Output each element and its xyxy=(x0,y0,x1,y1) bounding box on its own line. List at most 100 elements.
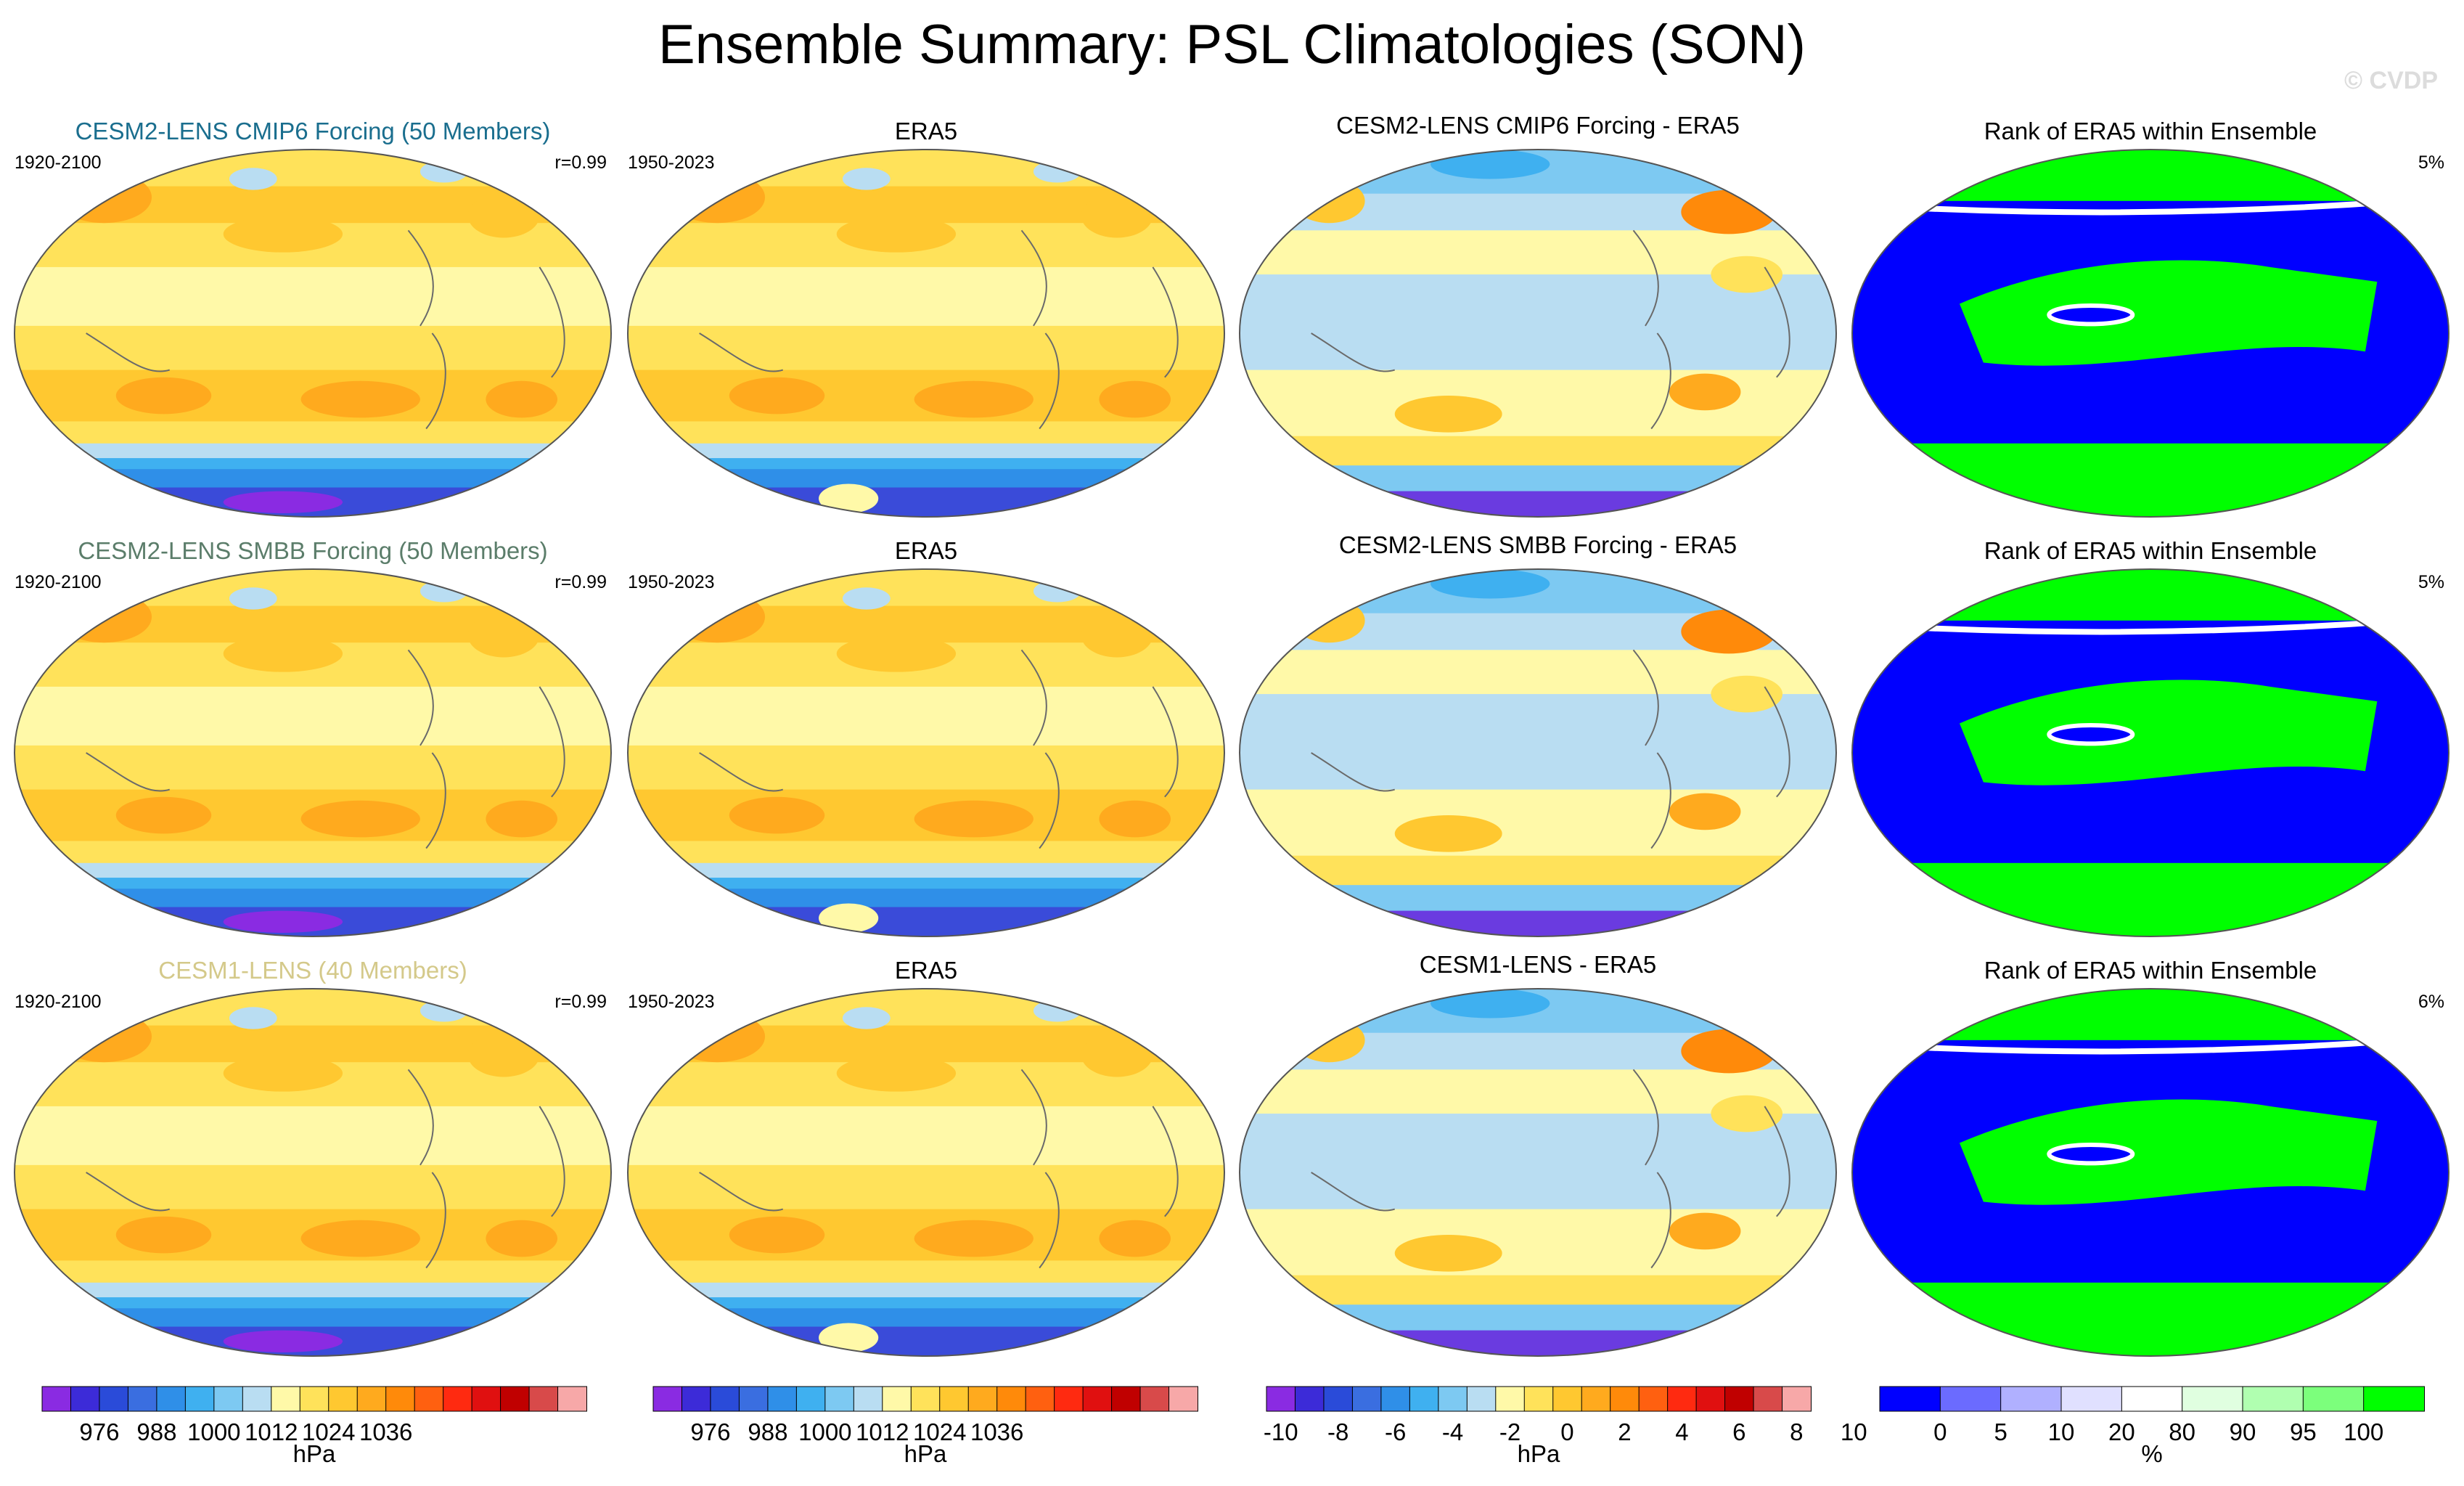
map-border xyxy=(1239,568,1837,937)
colorbar-tick-label: -8 xyxy=(1327,1418,1348,1445)
colorbar-tick-label: 5 xyxy=(1994,1418,2007,1445)
diff-panel-title: CESM1-LENS - ERA5 xyxy=(1420,951,1656,978)
map-border xyxy=(627,568,1225,937)
colorbar-swatch xyxy=(1523,1386,1554,1412)
colorbar-tick-label: 90 xyxy=(2230,1418,2256,1445)
colorbar-swatch xyxy=(1294,1386,1325,1412)
colorbar-tick-label: 988 xyxy=(748,1418,787,1445)
diff-band xyxy=(1240,1330,1836,1356)
model-map-fill xyxy=(15,569,611,936)
colorbar-swatch xyxy=(681,1386,711,1412)
era-pressure-center xyxy=(836,635,957,672)
colorbar-swatch xyxy=(710,1386,740,1412)
colorbar-swatch xyxy=(1939,1386,2002,1412)
colorbar-swatch xyxy=(414,1386,444,1412)
rank-map-fill xyxy=(1852,569,2449,936)
coastline xyxy=(1020,1069,1047,1166)
model-pressure-center xyxy=(486,380,558,418)
era-years-label: 1950-2023 xyxy=(628,572,715,592)
colorbar-swatch xyxy=(738,1386,769,1412)
era-panel: ERA5 1950-2023 xyxy=(627,957,1225,1357)
model-map-fill xyxy=(15,989,611,1356)
model-band xyxy=(15,889,611,908)
diff-pressure-center xyxy=(1711,675,1783,713)
diff-panel: CESM2-LENS CMIP6 Forcing - ERA5 xyxy=(1239,112,1837,518)
colorbar-swatch xyxy=(652,1386,683,1412)
map-border xyxy=(14,149,612,518)
colorbar-tick-label: 6 xyxy=(1732,1418,1745,1445)
colorbar-4: 0 5 10 20 80 90 95 100% xyxy=(1879,1386,2426,1467)
model-panel: CESM2-LENS SMBB Forcing (50 Members) 1920… xyxy=(14,537,612,937)
coastline xyxy=(1152,266,1179,378)
diff-panel-title: CESM2-LENS SMBB Forcing - ERA5 xyxy=(1339,531,1737,558)
era-band xyxy=(628,1260,1224,1283)
diff-band xyxy=(1240,885,1836,912)
era-band xyxy=(628,421,1224,444)
map-border xyxy=(627,149,1225,518)
era-panel: ERA5 1950-2023 xyxy=(627,537,1225,937)
model-panel-title: CESM2-LENS CMIP6 Forcing (50 Members) xyxy=(75,118,551,144)
diff-pressure-center xyxy=(1394,396,1502,433)
colorbar-swatch xyxy=(2000,1386,2063,1412)
colorbar-swatch xyxy=(1552,1386,1583,1412)
coastline xyxy=(1650,752,1671,849)
colorbar-swatch xyxy=(2242,1386,2304,1412)
era-pressure-center xyxy=(1099,380,1171,418)
diff-band xyxy=(1240,370,1836,437)
colorbar-tick-label: 10 xyxy=(1841,1418,1867,1445)
map-border xyxy=(1851,149,2449,518)
colorbar-swatch xyxy=(939,1386,970,1412)
diff-pressure-center xyxy=(1711,1095,1783,1132)
model-band xyxy=(15,686,611,746)
pattern-correlation-label: r=0.99 xyxy=(554,152,607,173)
diff-pressure-center xyxy=(1430,989,1550,1018)
era-pressure-center xyxy=(836,216,957,253)
colorbar-tick-label: -2 xyxy=(1499,1418,1520,1445)
colorbar-tick-label: 2 xyxy=(1618,1418,1631,1445)
colorbar-swatch xyxy=(1466,1386,1497,1412)
era-band xyxy=(628,569,1224,607)
era-pressure-center xyxy=(729,1216,825,1254)
coastline xyxy=(1764,1106,1790,1217)
model-pressure-center xyxy=(115,377,212,415)
colorbar-swatch xyxy=(1638,1386,1669,1412)
rank-percent-label: 6% xyxy=(2418,992,2444,1012)
model-band xyxy=(15,1106,611,1166)
colorbar-swatch xyxy=(824,1386,855,1412)
era-pressure-center xyxy=(914,1220,1034,1257)
diff-pressure-center xyxy=(1293,179,1365,224)
coastline xyxy=(1311,1172,1396,1212)
model-years-label: 1920-2100 xyxy=(15,992,102,1012)
diff-panel-title: CESM2-LENS CMIP6 Forcing - ERA5 xyxy=(1336,112,1740,139)
model-band xyxy=(15,421,611,444)
colorbar-swatch xyxy=(1054,1386,1084,1412)
colorbar-swatch xyxy=(443,1386,473,1412)
colorbar-unit-label: hPa xyxy=(904,1440,947,1467)
colorbar-swatch xyxy=(1753,1386,1783,1412)
rank-arctic-band xyxy=(1852,569,2449,621)
colorbar-unit-label: % xyxy=(2141,1440,2162,1467)
colorbar-swatch xyxy=(2121,1386,2183,1412)
coastline xyxy=(425,1172,446,1269)
diff-band xyxy=(1240,789,1836,857)
colorbar-tick-label: 1024 xyxy=(913,1418,966,1445)
diff-pressure-center xyxy=(1394,1235,1502,1272)
colorbar-swatch xyxy=(1438,1386,1468,1412)
era-band xyxy=(628,1308,1224,1328)
colorbar-swatch xyxy=(127,1386,157,1412)
model-pressure-center xyxy=(229,587,277,610)
colorbar-tick-label: 1000 xyxy=(187,1418,240,1445)
pattern-correlation-label: r=0.99 xyxy=(554,572,607,592)
era-pressure-center xyxy=(836,1055,957,1092)
model-antarctic-low xyxy=(223,910,343,933)
coastline xyxy=(1039,1172,1060,1269)
model-pressure-center xyxy=(467,1032,540,1077)
era-map-fill xyxy=(628,569,1224,936)
model-pressure-center xyxy=(229,168,277,190)
model-pressure-center xyxy=(486,800,558,838)
era-antarctic-plateau xyxy=(819,903,879,933)
colorbar-tick-label: 10 xyxy=(2048,1418,2075,1445)
era-map-fill xyxy=(628,989,1224,1356)
colorbar-tick-label: 100 xyxy=(2344,1418,2383,1445)
